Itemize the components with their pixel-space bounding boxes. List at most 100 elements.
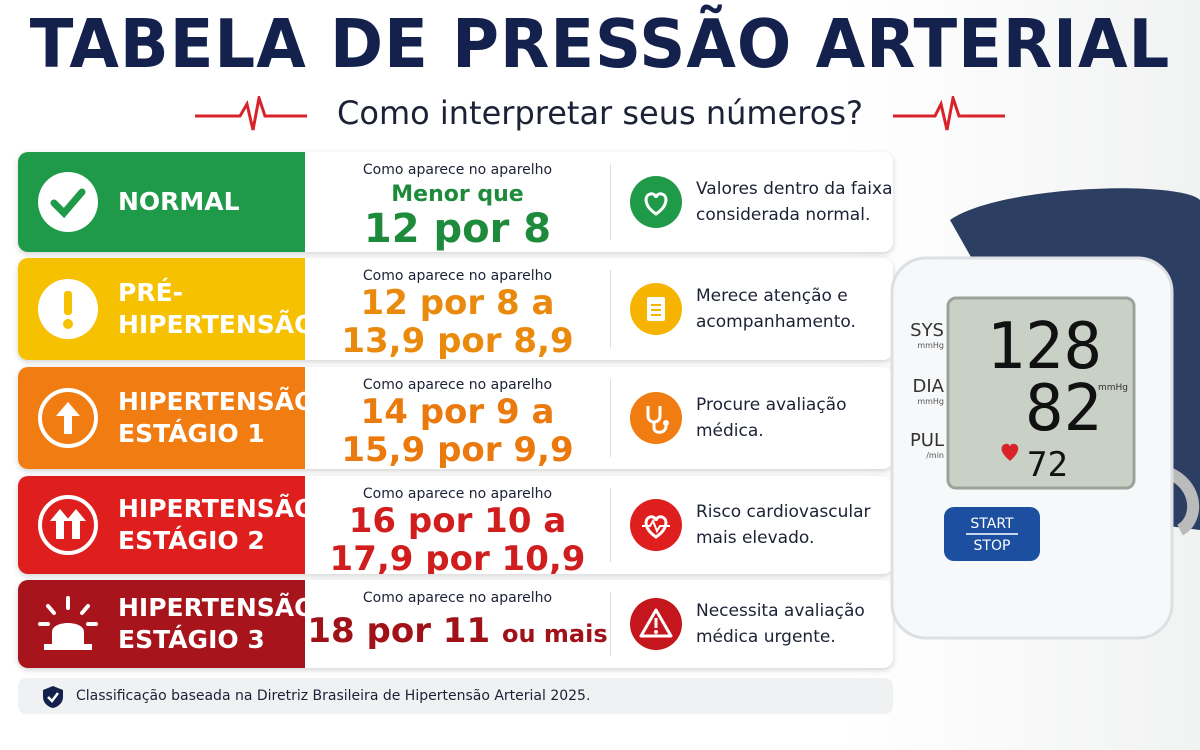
description-line: acompanhamento. xyxy=(696,312,856,332)
icon xyxy=(38,172,98,232)
icon xyxy=(630,176,682,228)
description-line: médica. xyxy=(696,421,764,441)
range-cell: Como aparece no aparelho 14 por 9 a 15,9 p… xyxy=(305,367,610,469)
row: NORMAL Como aparece no aparelho Menor que 1… xyxy=(18,152,893,252)
device-label: Como aparece no aparelho xyxy=(362,162,553,178)
description-icon xyxy=(630,499,682,551)
icon xyxy=(38,495,98,555)
category-icon xyxy=(36,592,100,656)
category-label: ESTÁGIO 2 xyxy=(118,526,265,555)
category-label: HIPERTENSÃO xyxy=(118,310,316,339)
range-line: 14 por 9 a xyxy=(360,392,555,432)
icon xyxy=(630,598,682,650)
category-icon xyxy=(36,277,100,341)
screen xyxy=(946,296,1136,490)
screen-unit: mmHg xyxy=(1098,383,1128,393)
description: Valores dentro da faixa considerada norma… xyxy=(696,176,893,228)
heartbeat-right xyxy=(893,96,1005,131)
description-line: Risco cardiovascular xyxy=(696,502,871,522)
icon xyxy=(630,392,682,444)
separator xyxy=(610,379,611,457)
shield-icon xyxy=(43,686,63,708)
category-label: NORMAL xyxy=(118,187,240,216)
row: HIPERTENSÃO ESTÁGIO 3 Como aparece no apar… xyxy=(18,580,893,668)
description: Risco cardiovascular mais elevado. xyxy=(696,499,871,551)
button-start: START xyxy=(970,516,1014,532)
dia-value: 82 xyxy=(1025,372,1102,446)
row: HIPERTENSÃO ESTÁGIO 2 Como aparece no apar… xyxy=(18,476,893,574)
subtitle: Como interpretar seus números? xyxy=(337,94,863,132)
description: Procure avaliação médica. xyxy=(696,392,847,444)
range-cell: Como aparece no aparelho 12 por 8 a 13,9 p… xyxy=(305,258,610,360)
bp-monitor: SYS mmHg DIA mmHg PUL /min 128 82 mmHg 7… xyxy=(890,188,1200,640)
description-line: Necessita avaliação xyxy=(696,601,865,621)
footnote: Classificação baseada na Diretriz Brasil… xyxy=(76,688,591,704)
title: TABELA DE PRESSÃO ARTERIAL xyxy=(29,6,1171,84)
icon xyxy=(630,499,682,551)
device-label: Como aparece no aparelho xyxy=(362,377,553,393)
range-line: 13,9 por 8,9 xyxy=(341,321,574,360)
category-icon xyxy=(36,386,100,450)
heartbeat-left xyxy=(195,96,307,131)
description-line: mais elevado. xyxy=(696,528,815,548)
icon xyxy=(630,283,682,335)
category-lines: PRÉ- HIPERTENSÃO xyxy=(118,277,315,341)
category-label: PRÉ- xyxy=(118,278,184,307)
category-lines: HIPERTENSÃO ESTÁGIO 1 xyxy=(118,386,315,450)
description-icon xyxy=(630,283,682,335)
category-label: HIPERTENSÃO xyxy=(118,494,316,523)
range-line: Menor que xyxy=(391,182,524,207)
category-cell: HIPERTENSÃO ESTÁGIO 1 xyxy=(18,367,315,469)
sys-unit: mmHg xyxy=(917,341,944,350)
row: HIPERTENSÃO ESTÁGIO 1 Como aparece no apar… xyxy=(18,367,893,469)
device-label: Como aparece no aparelho xyxy=(362,486,553,502)
range-cell: Como aparece no aparelho Menor que 12 por … xyxy=(305,152,610,252)
footnote-bar: Classificação baseada na Diretriz Brasil… xyxy=(18,678,893,714)
category-label: HIPERTENSÃO xyxy=(118,387,316,416)
range-line: 17,9 por 10,9 xyxy=(329,539,586,574)
description: Necessita avaliação médica urgente. xyxy=(696,598,865,650)
range-line: ou mais xyxy=(501,620,608,648)
device-label: Como aparece no aparelho xyxy=(362,268,553,284)
sys-label: SYS xyxy=(910,320,944,341)
range-line: 16 por 10 a xyxy=(348,501,567,541)
pul-label: PUL xyxy=(910,430,944,451)
range-line: 12 por 8 a xyxy=(360,283,555,323)
description-line: Procure avaliação xyxy=(696,395,847,415)
pul-value: 72 xyxy=(1027,445,1068,485)
description-line: Merece atenção e xyxy=(696,286,848,306)
pul-unit: /min xyxy=(926,451,944,460)
category-icon xyxy=(36,170,100,234)
description: Merece atenção e acompanhamento. xyxy=(696,283,856,335)
category-label: HIPERTENSÃO xyxy=(118,593,316,622)
category-cell: HIPERTENSÃO ESTÁGIO 3 xyxy=(18,580,315,668)
category-label: ESTÁGIO 3 xyxy=(118,625,265,654)
description-icon xyxy=(630,392,682,444)
range-line-wrap: 18 por 11 ou mais xyxy=(305,612,610,653)
range-line: 12 por 8 xyxy=(363,206,552,252)
row: PRÉ- HIPERTENSÃO Como aparece no aparelho 1… xyxy=(18,258,893,360)
heart-icon xyxy=(1001,443,1019,461)
dia-unit: mmHg xyxy=(917,397,944,406)
description-line: considerada normal. xyxy=(696,205,871,225)
category-lines: HIPERTENSÃO ESTÁGIO 3 xyxy=(118,592,315,656)
description-icon xyxy=(630,176,682,228)
dia-label: DIA xyxy=(913,376,945,397)
range-cell: Como aparece no aparelho 18 por 11 ou mai… xyxy=(305,580,610,668)
icon xyxy=(38,596,98,650)
separator xyxy=(610,164,611,240)
range-line: 15,9 por 9,9 xyxy=(341,430,574,469)
description-icon xyxy=(630,598,682,650)
category-lines: NORMAL xyxy=(118,186,240,218)
icon xyxy=(38,388,98,448)
sys-value: 128 xyxy=(986,310,1102,384)
separator xyxy=(610,488,611,562)
category-cell: NORMAL xyxy=(18,152,305,252)
separator xyxy=(610,592,611,656)
range-cell: Como aparece no aparelho 16 por 10 a 17,9 … xyxy=(305,476,610,574)
category-lines: HIPERTENSÃO ESTÁGIO 2 xyxy=(118,493,315,557)
category-cell: HIPERTENSÃO ESTÁGIO 2 xyxy=(18,476,315,574)
category-label: ESTÁGIO 1 xyxy=(118,419,265,448)
description-line: Valores dentro da faixa xyxy=(696,179,893,199)
